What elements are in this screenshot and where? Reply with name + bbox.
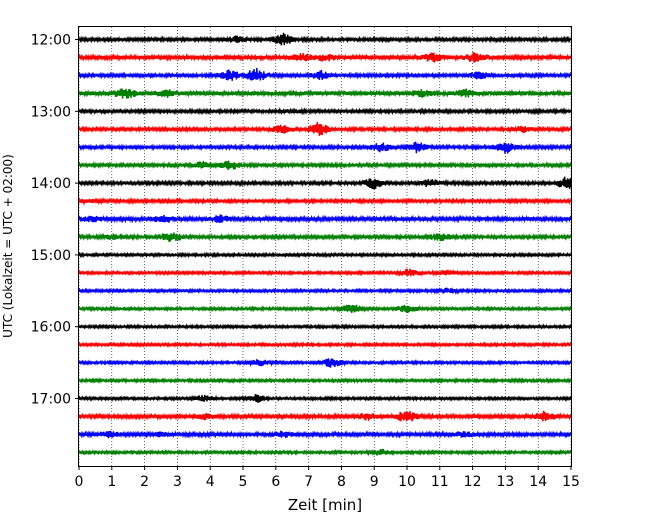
seismic-trace xyxy=(78,304,572,314)
y-tick-label: 12:00 xyxy=(31,33,71,49)
x-tick-label: 1 xyxy=(107,474,116,490)
x-tick-label: 4 xyxy=(206,474,215,490)
x-tick-label: 0 xyxy=(75,474,84,490)
y-ticks: 12:00 13:00 14:00 15:00 16:00 17:00 xyxy=(31,33,79,408)
x-tick-label: 5 xyxy=(239,474,248,490)
x-tick-label: 10 xyxy=(398,474,416,490)
y-tick-label: 15:00 xyxy=(31,248,71,264)
seismic-trace xyxy=(78,448,572,457)
seismic-trace xyxy=(78,323,572,331)
seismic-trace xyxy=(78,141,572,154)
seismic-trace xyxy=(78,196,572,206)
x-tick-label: 8 xyxy=(337,474,346,490)
seismic-trace xyxy=(78,232,572,242)
seismic-trace xyxy=(78,287,572,295)
seismic-trace xyxy=(78,32,572,46)
x-tick-label: 13 xyxy=(496,474,514,490)
seismic-trace xyxy=(78,341,572,349)
y-tick-label: 14:00 xyxy=(31,176,71,192)
y-tick-label: 17:00 xyxy=(31,392,71,408)
seismic-trace xyxy=(78,251,572,259)
x-tick-label: 3 xyxy=(173,474,182,490)
seismic-trace xyxy=(78,268,572,277)
x-tick-label: 11 xyxy=(431,474,449,490)
seismic-trace xyxy=(78,107,572,116)
y-axis-title: UTC (Lokalzeit = UTC + 02:00) xyxy=(1,154,15,338)
seismic-trace xyxy=(78,121,572,136)
y-tick-label: 13:00 xyxy=(31,104,71,120)
seismic-trace xyxy=(78,67,572,81)
x-tick-label: 6 xyxy=(271,474,280,490)
x-tick-label: 9 xyxy=(370,474,379,490)
seismic-trace xyxy=(78,176,572,190)
seismic-trace xyxy=(78,214,572,224)
x-tick-label: 2 xyxy=(140,474,149,490)
x-tick-label: 14 xyxy=(529,474,547,490)
seismic-trace xyxy=(78,376,572,385)
trace-layer xyxy=(78,32,572,457)
seismic-trace xyxy=(78,393,572,403)
seismic-trace xyxy=(78,429,572,439)
plot-frame xyxy=(78,26,572,467)
x-axis-title: Zeit [min] xyxy=(288,496,362,514)
x-tick-label: 7 xyxy=(304,474,313,490)
seismic-trace xyxy=(78,358,572,368)
seismic-trace xyxy=(78,410,572,422)
x-tick-label: 15 xyxy=(562,474,580,490)
seismic-trace xyxy=(78,51,572,63)
x-tick-label: 12 xyxy=(464,474,482,490)
x-ticks: 0 1 2 3 4 5 6 7 8 9 10 11 12 13 14 15 xyxy=(75,466,580,490)
y-tick-label: 16:00 xyxy=(31,320,71,336)
seismic-trace xyxy=(78,88,572,99)
seismic-trace xyxy=(78,160,572,170)
